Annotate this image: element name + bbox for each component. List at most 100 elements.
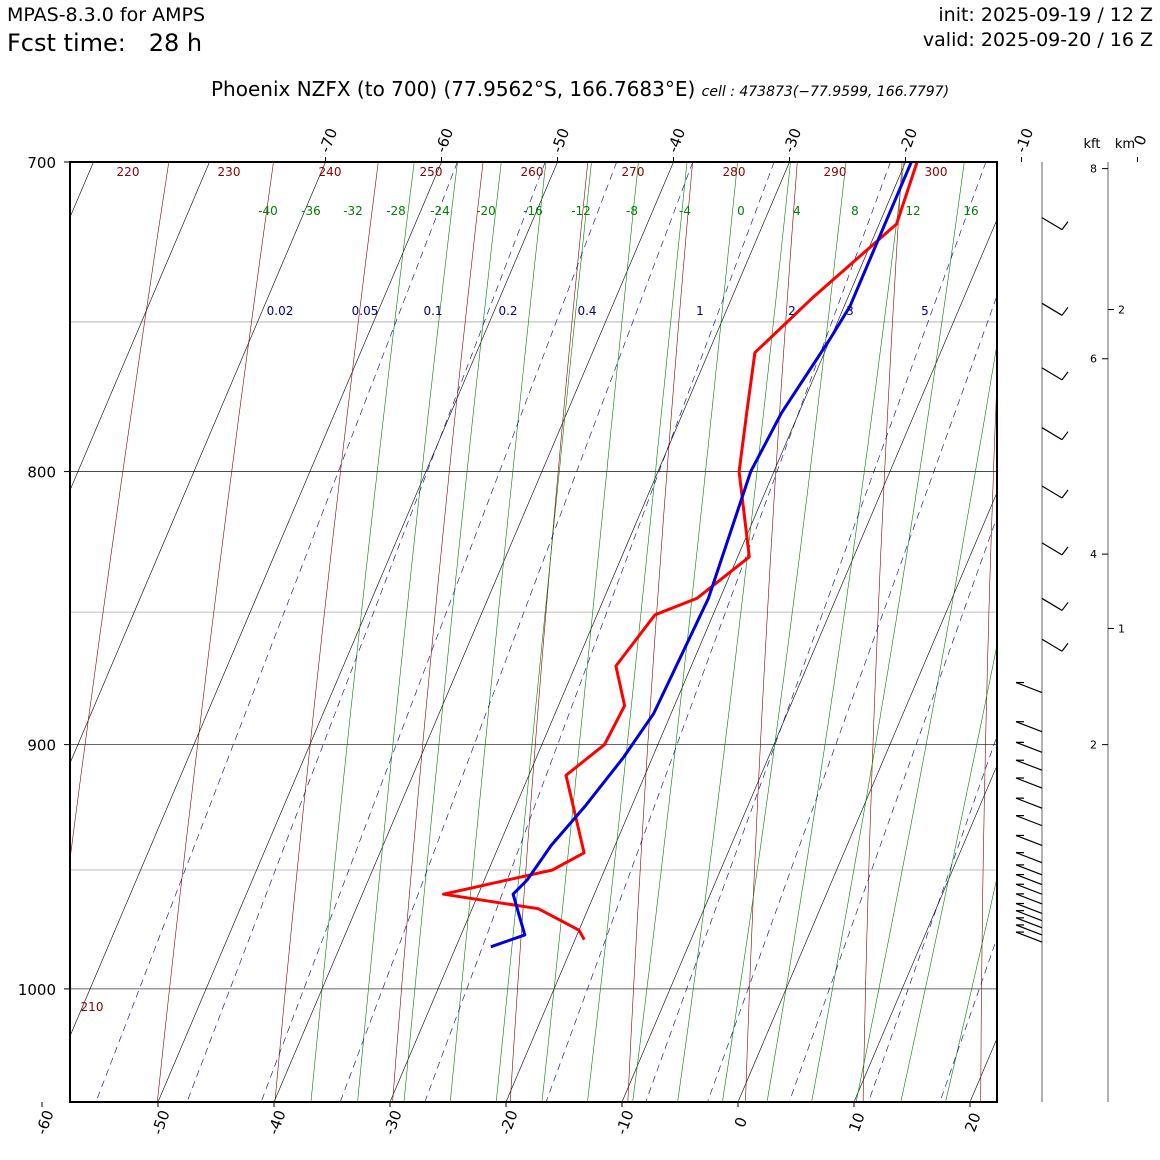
temp-label-bottom: -50 bbox=[148, 1108, 173, 1137]
isotherm--10 bbox=[621, 218, 997, 1102]
wind-barb-staff bbox=[1041, 638, 1063, 652]
wind-barb bbox=[1041, 302, 1069, 316]
wind-barb bbox=[1015, 864, 1043, 876]
forecast-time: Fcst time: 28 h bbox=[7, 29, 202, 57]
dry-adiabat-label: 230 bbox=[218, 165, 241, 179]
temp-label-top: -10 bbox=[1012, 126, 1037, 155]
moist-adiabat-label: 0 bbox=[737, 204, 745, 218]
wind-barb-staff bbox=[1015, 852, 1043, 864]
wind-barb bbox=[1015, 873, 1043, 886]
wind-barb-staff bbox=[1041, 597, 1063, 611]
wind-barb-staff bbox=[1041, 485, 1063, 499]
mixing-ratio-label: 3 bbox=[846, 304, 854, 318]
temp-label-bottom: 0 bbox=[731, 1115, 751, 1130]
dry-adiabat-280 bbox=[862, 162, 903, 1102]
isotherm--60 bbox=[70, 162, 442, 1037]
mixing-ratio-label: 2 bbox=[788, 304, 796, 318]
kft-label: 8 bbox=[1090, 163, 1097, 176]
temp-label-top: -40 bbox=[664, 126, 689, 155]
kft-header: kft bbox=[1084, 137, 1101, 152]
dry-adiabat-240 bbox=[392, 162, 484, 1102]
moist-adiabat--16 bbox=[587, 162, 688, 1102]
wind-barb bbox=[1015, 815, 1043, 827]
moist-adiabat-label: -8 bbox=[626, 204, 638, 218]
wind-barb-flag bbox=[1061, 602, 1069, 611]
wind-barb-flag bbox=[1061, 546, 1069, 556]
dry-adiabat-210 bbox=[70, 162, 170, 862]
moist-adiabat--4 bbox=[722, 162, 847, 1102]
temperature-line bbox=[442, 162, 919, 941]
mixing-ratio-label: 0.4 bbox=[577, 304, 596, 318]
dry-adiabat-label: 260 bbox=[521, 165, 544, 179]
moist-adiabat-4 bbox=[811, 162, 965, 1102]
moist-adiabat-label: -4 bbox=[679, 204, 691, 218]
dry-adiabat-label: 220 bbox=[117, 165, 140, 179]
wind-barb bbox=[1041, 638, 1069, 652]
kft-label: 4 bbox=[1090, 548, 1097, 561]
wind-barb-staff bbox=[1015, 924, 1043, 936]
temp-label-bottom: -40 bbox=[264, 1108, 289, 1137]
wind-barb-staff bbox=[1015, 681, 1043, 694]
moist-adiabat--36 bbox=[357, 162, 458, 1102]
wind-barb bbox=[1015, 681, 1043, 694]
forecast-time-value: 28 h bbox=[148, 29, 203, 57]
wind-barb bbox=[1041, 217, 1069, 231]
wind-barb-staff bbox=[1015, 893, 1043, 905]
wind-barb bbox=[1015, 917, 1043, 929]
wind-barb bbox=[1015, 902, 1043, 915]
dry-adiabat-label: 240 bbox=[319, 165, 342, 179]
wind-barb-flag bbox=[1061, 306, 1069, 316]
temp-label-bottom: -20 bbox=[496, 1108, 521, 1137]
forecast-time-label: Fcst time: bbox=[7, 29, 126, 57]
wind-barb-staff bbox=[1015, 874, 1043, 886]
wind-barb-staff bbox=[1015, 741, 1043, 753]
moist-adiabat-label: -12 bbox=[571, 204, 591, 218]
moist-adiabat-label: -20 bbox=[476, 204, 496, 218]
isotherm-0 bbox=[737, 491, 997, 1102]
dry-adiabat-label: 300 bbox=[925, 165, 948, 179]
moist-adiabat--12 bbox=[632, 162, 738, 1102]
cell-info: cell : 473873(−77.9599, 166.7797) bbox=[701, 84, 950, 100]
wind-barb-staff bbox=[1015, 917, 1043, 929]
moist-adiabat--40 bbox=[310, 162, 415, 1102]
mixing-ratio-label: 0.05 bbox=[352, 304, 379, 318]
moist-adiabat-label: -32 bbox=[343, 204, 363, 218]
moist-adiabat--20 bbox=[541, 162, 639, 1102]
wind-barb bbox=[1015, 741, 1043, 753]
valid-time: valid: 2025-09-20 / 16 Z bbox=[922, 29, 1153, 51]
isotherm--70 bbox=[70, 162, 326, 764]
moist-adiabat-label: -36 bbox=[301, 204, 321, 218]
wind-barb bbox=[1041, 427, 1069, 441]
km-label: 1 bbox=[1118, 622, 1125, 635]
wind-barb bbox=[1041, 597, 1069, 611]
moist-adiabat--28 bbox=[449, 162, 547, 1102]
wind-barb bbox=[1015, 883, 1043, 895]
wind-barb bbox=[1015, 893, 1043, 905]
wind-barb-staff bbox=[1015, 931, 1043, 943]
kft-label: 2 bbox=[1090, 739, 1097, 752]
wind-barb bbox=[1015, 910, 1043, 922]
mixing-ratio-label: 0.1 bbox=[423, 304, 442, 318]
km-label: 2 bbox=[1118, 304, 1125, 317]
wind-barb-staff bbox=[1015, 721, 1043, 733]
moist-adiabat-label: 16 bbox=[963, 204, 978, 218]
dry-adiabat-290 bbox=[980, 371, 997, 1102]
moist-adiabat-label: 8 bbox=[851, 204, 859, 218]
temp-label-top: -20 bbox=[896, 126, 921, 155]
wind-barb bbox=[1015, 777, 1043, 789]
moist-adiabat-label: -24 bbox=[430, 204, 450, 218]
wind-barb bbox=[1015, 721, 1043, 733]
wind-barb-staff bbox=[1041, 427, 1063, 441]
mixing-ratio-label: 5 bbox=[921, 304, 929, 318]
kft-label: 6 bbox=[1090, 353, 1097, 366]
temp-label-bottom: 20 bbox=[961, 1110, 984, 1134]
dry-adiabat-200 bbox=[0, 129, 70, 1124]
temp-label-top: -70 bbox=[316, 126, 341, 155]
isotherm-10 bbox=[853, 764, 997, 1102]
wind-barb-staff bbox=[1015, 883, 1043, 895]
wind-barb-staff bbox=[1041, 367, 1063, 381]
mixing-ratio-label: 1 bbox=[696, 304, 704, 318]
dry-adiabat-label: 270 bbox=[622, 165, 645, 179]
mixing-ratio-0.02 bbox=[95, 162, 458, 1102]
